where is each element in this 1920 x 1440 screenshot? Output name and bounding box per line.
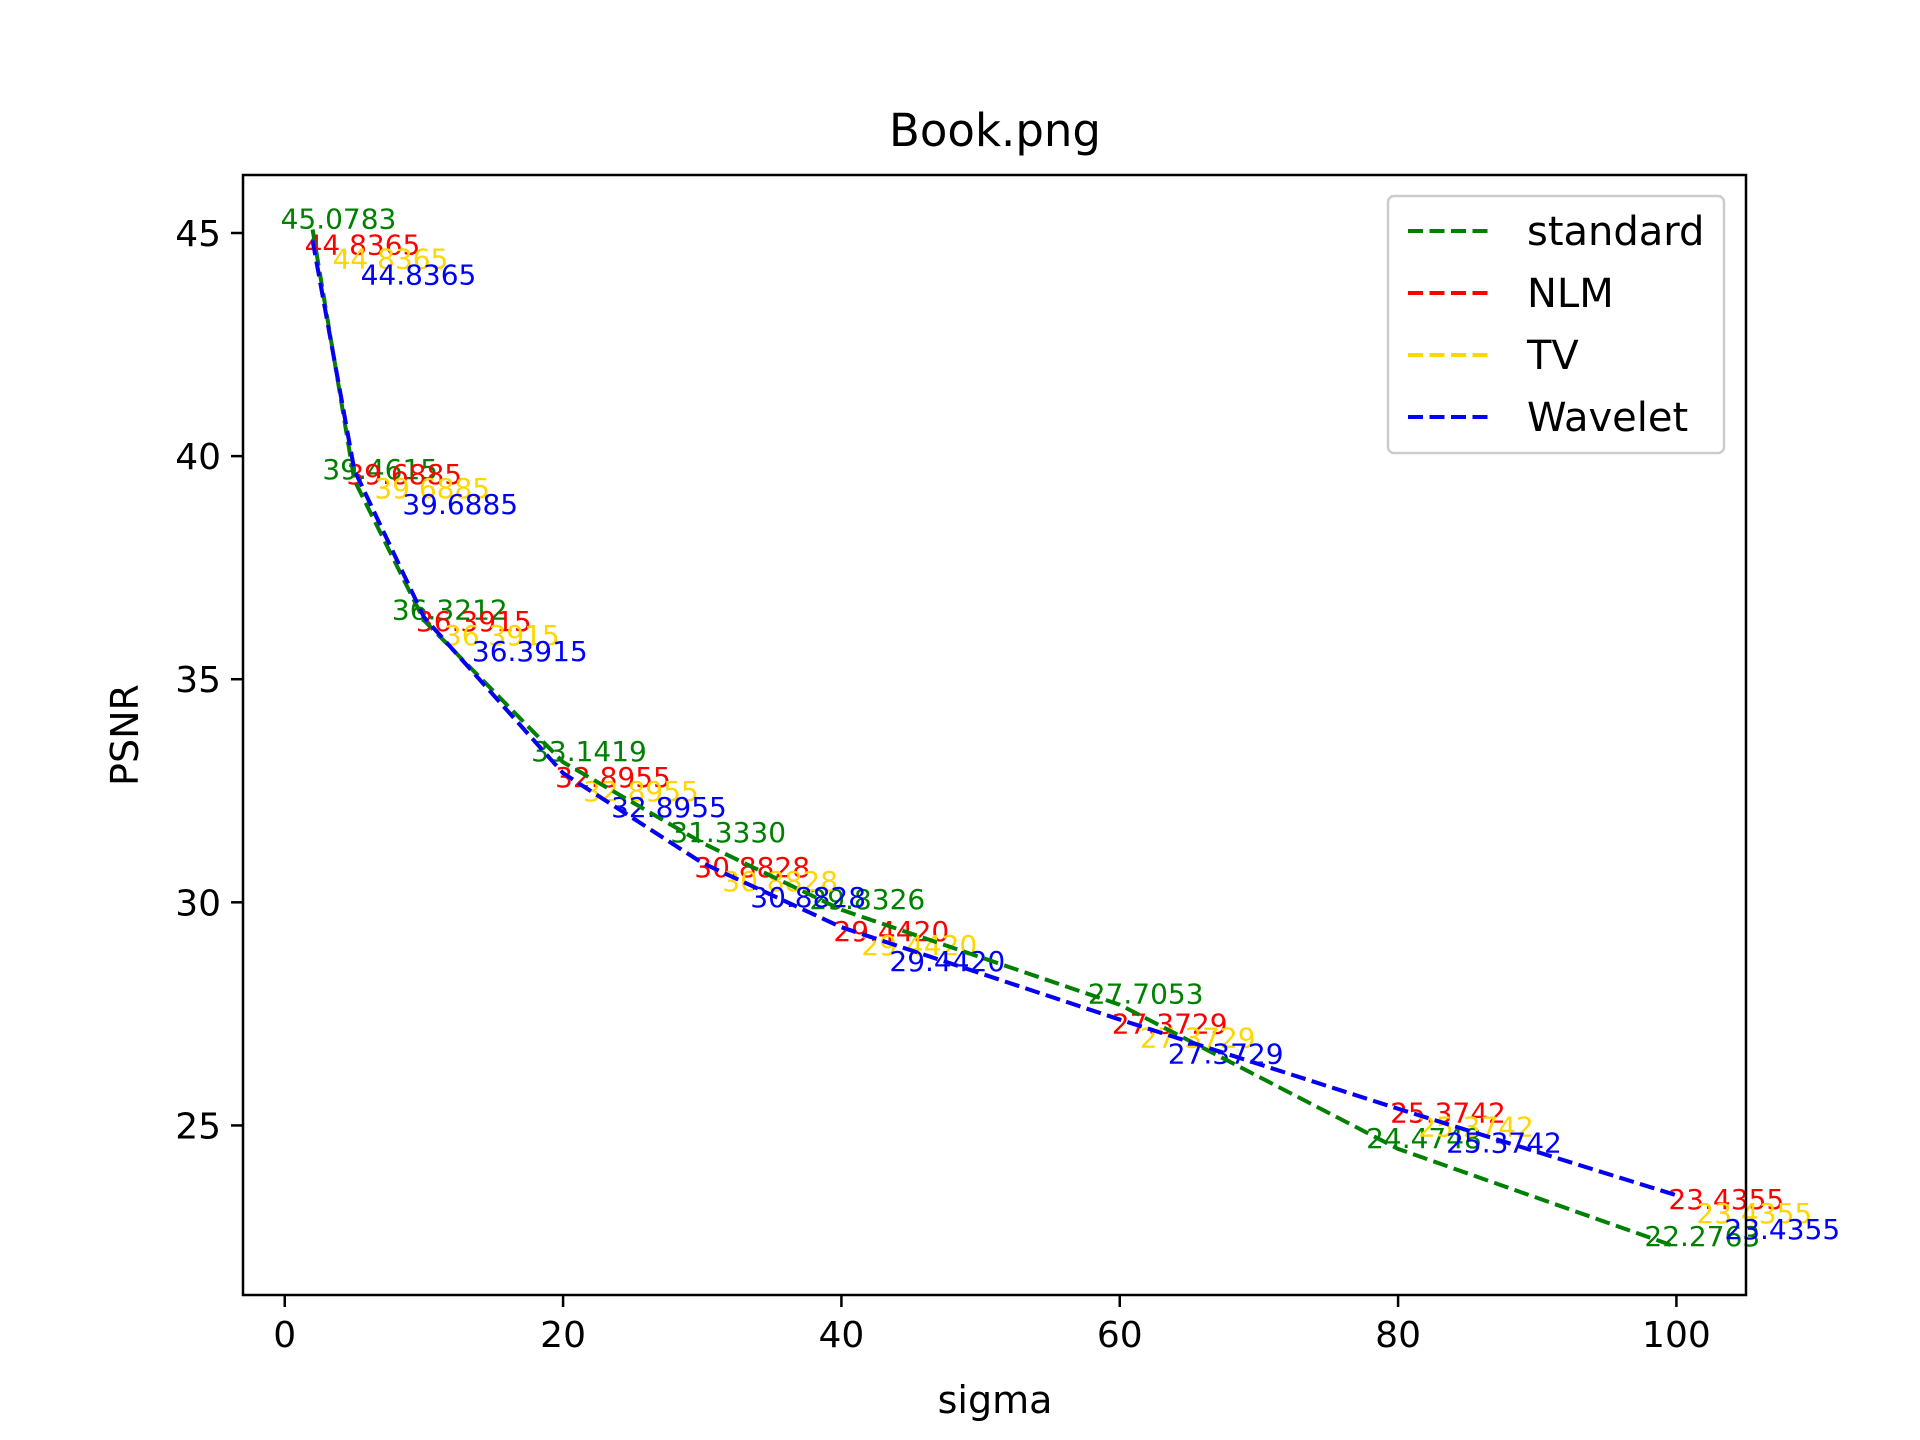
data-label-standard: 39.4615 <box>322 453 438 486</box>
y-tick-label: 40 <box>175 437 221 478</box>
y-axis-title: PSNR <box>103 684 147 786</box>
y-tick-label: 35 <box>175 660 221 701</box>
legend-label-wavelet: Wavelet <box>1527 395 1688 441</box>
data-label-standard: 29.8326 <box>809 883 925 916</box>
data-label-wavelet: 39.6885 <box>402 488 518 521</box>
data-label-tv: 29.4420 <box>861 929 977 962</box>
legend-label-tv: TV <box>1526 333 1579 379</box>
data-label-tv: 25.3742 <box>1418 1111 1534 1144</box>
data-label-tv: 44.8365 <box>333 242 449 275</box>
series-line-standard <box>310 229 1678 1249</box>
y-tick-label: 30 <box>175 883 221 924</box>
data-label-tv: 32.8955 <box>583 775 699 808</box>
legend-label-standard: standard <box>1527 209 1704 255</box>
data-label-tv: 27.3729 <box>1140 1022 1256 1055</box>
series-line-wavelet <box>310 239 1678 1198</box>
plot-frame <box>241 173 1748 1297</box>
data-label-standard: 22.2763 <box>1644 1220 1760 1253</box>
data-label-standard: 27.7053 <box>1088 978 1204 1011</box>
data-label-standard: 45.0783 <box>281 203 397 236</box>
data-label-standard: 31.3330 <box>670 816 786 849</box>
x-axis: 0 20 40 60 80 100 <box>273 1295 1711 1356</box>
data-label-tv: 36.3915 <box>444 619 560 652</box>
legend-items: standard NLM TV Wavelet <box>1408 209 1704 441</box>
data-label-wavelet: 27.3729 <box>1168 1038 1284 1071</box>
chart-title: Book.png <box>889 104 1101 157</box>
data-label-wavelet: 44.8365 <box>361 258 477 291</box>
x-tick-label: 60 <box>1097 1315 1143 1356</box>
data-label-nlm: 32.8955 <box>555 761 671 794</box>
data-label-tv: 30.8828 <box>722 865 838 898</box>
legend-label-nlm: NLM <box>1527 271 1614 317</box>
data-label-tv: 39.6885 <box>374 472 490 505</box>
data-label-nlm: 44.8365 <box>305 228 421 261</box>
x-tick-label: 40 <box>819 1315 865 1356</box>
data-labels: 45.078339.461536.321233.141931.333029.83… <box>281 203 1841 1253</box>
data-label-standard: 36.3212 <box>392 593 508 626</box>
data-label-wavelet: 32.8955 <box>611 791 727 824</box>
y-tick-label: 25 <box>175 1106 221 1147</box>
x-tick-label: 20 <box>540 1315 586 1356</box>
data-label-wavelet: 36.3915 <box>472 635 588 668</box>
x-tick-label: 80 <box>1375 1315 1421 1356</box>
legend-frame <box>1386 194 1726 455</box>
x-tick-label: 100 <box>1642 1315 1711 1356</box>
data-label-wavelet: 23.4355 <box>1724 1213 1840 1246</box>
x-axis-title: sigma <box>938 1378 1053 1422</box>
series-lines <box>310 229 1678 1249</box>
data-label-nlm: 39.6885 <box>346 458 462 491</box>
data-label-wavelet: 30.8828 <box>750 881 866 914</box>
x-tick-label: 0 <box>273 1315 296 1356</box>
data-label-tv: 23.4355 <box>1696 1197 1812 1230</box>
y-tick-label: 45 <box>175 214 221 255</box>
y-axis: 25 30 35 40 45 <box>175 214 243 1147</box>
data-label-nlm: 23.4355 <box>1668 1183 1784 1216</box>
legend: standard NLM TV Wavelet <box>1386 194 1726 455</box>
